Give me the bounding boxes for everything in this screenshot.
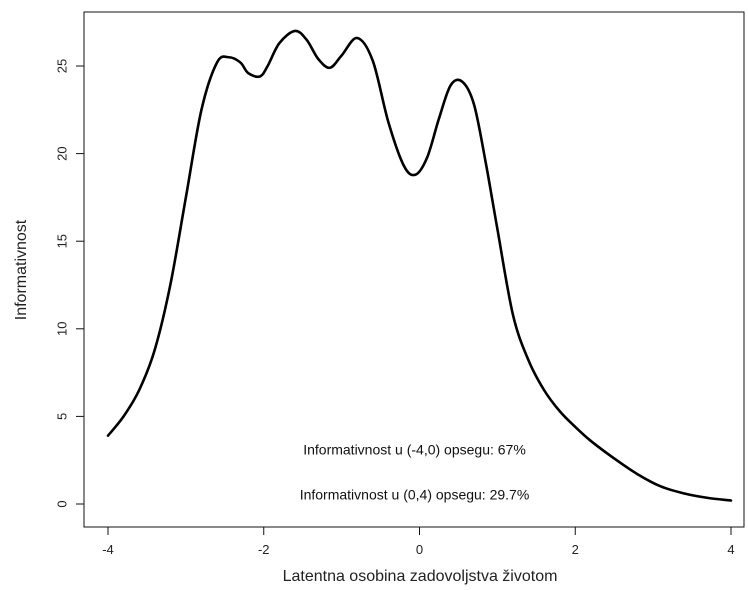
x-tick-label: 0 [416,542,423,557]
x-axis-title: Latentna osobina zadovoljstva životom [283,568,558,585]
annotation-positive-range: Informativnost u (0,4) opsegu: 29.7% [300,486,530,502]
y-tick-label: 10 [55,322,70,336]
annotation-negative-range: Informativnost u (-4,0) opsegu: 67% [303,442,526,458]
y-axis: 0 5 10 15 20 25 [55,59,85,508]
y-tick-label: 20 [55,146,70,160]
y-tick-label: 5 [55,413,70,420]
y-tick-label: 25 [55,59,70,73]
x-axis: -4 -2 0 2 4 [102,526,735,557]
y-axis-title: Informativnost [13,219,30,320]
x-tick-label: -2 [258,542,270,557]
information-curve [106,29,733,502]
x-tick-label: 4 [727,542,734,557]
x-tick-label: 2 [572,542,579,557]
y-tick-label: 15 [55,234,70,248]
x-tick-label: -4 [102,542,114,557]
y-tick-label: 0 [55,500,70,507]
